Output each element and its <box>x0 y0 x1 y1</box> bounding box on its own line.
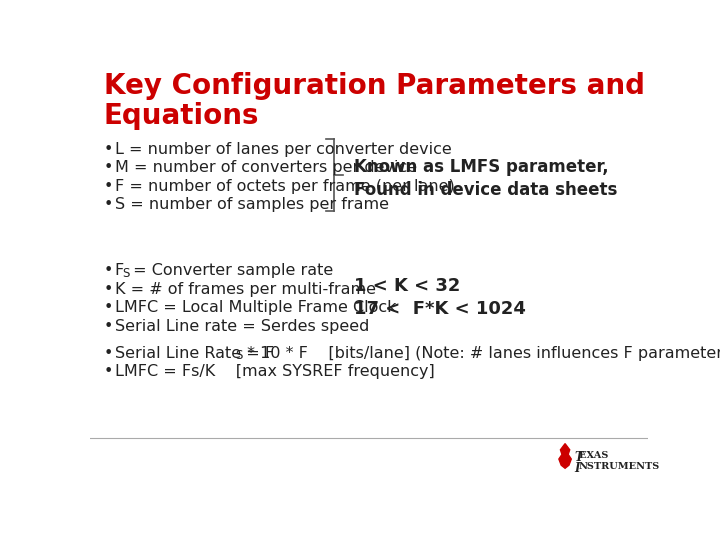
Text: •: • <box>104 319 113 334</box>
Text: Known as LMFS parameter,: Known as LMFS parameter, <box>354 158 608 176</box>
Text: 17 <  F*K < 1024: 17 < F*K < 1024 <box>354 300 526 318</box>
Text: •: • <box>104 364 113 379</box>
Text: L = number of lanes per converter device: L = number of lanes per converter device <box>114 142 451 157</box>
Text: •: • <box>104 160 113 176</box>
Text: •: • <box>104 179 113 194</box>
Text: = Converter sample rate: = Converter sample rate <box>128 264 333 279</box>
Text: NSTRUMENTS: NSTRUMENTS <box>579 462 660 471</box>
Text: S = number of samples per frame: S = number of samples per frame <box>114 197 389 212</box>
Text: Serial Line Rate = F: Serial Line Rate = F <box>114 346 274 361</box>
Text: M = number of converters per device: M = number of converters per device <box>114 160 417 176</box>
Text: •: • <box>104 300 113 315</box>
Polygon shape <box>559 444 571 468</box>
Text: •: • <box>104 282 113 297</box>
Text: Serial Line rate = Serdes speed: Serial Line rate = Serdes speed <box>114 319 369 334</box>
Text: Key Configuration Parameters and: Key Configuration Parameters and <box>104 72 645 100</box>
Text: * 10 * F    [bits/lane] (Note: # lanes influences F parameter): * 10 * F [bits/lane] (Note: # lanes infl… <box>242 346 720 361</box>
Text: •: • <box>104 264 113 279</box>
Text: S: S <box>235 349 243 362</box>
Text: 1 < K < 32: 1 < K < 32 <box>354 278 460 295</box>
Text: I: I <box>575 462 580 475</box>
Text: •: • <box>104 197 113 212</box>
Text: Found in device data sheets: Found in device data sheets <box>354 181 617 199</box>
Text: T: T <box>575 451 583 464</box>
Text: Equations: Equations <box>104 102 259 130</box>
Text: LMFC = Fs/K    [max SYSREF frequency]: LMFC = Fs/K [max SYSREF frequency] <box>114 364 435 379</box>
Text: •: • <box>104 142 113 157</box>
Text: F = number of octets per frame (per lane): F = number of octets per frame (per lane… <box>114 179 454 194</box>
Text: •: • <box>104 346 113 361</box>
Text: K = # of frames per multi-frame: K = # of frames per multi-frame <box>114 282 376 297</box>
Text: EXAS: EXAS <box>579 451 615 460</box>
Text: F: F <box>114 264 124 279</box>
Text: S: S <box>122 267 129 280</box>
Text: LMFC = Local Multiple Frame Clock: LMFC = Local Multiple Frame Clock <box>114 300 396 315</box>
